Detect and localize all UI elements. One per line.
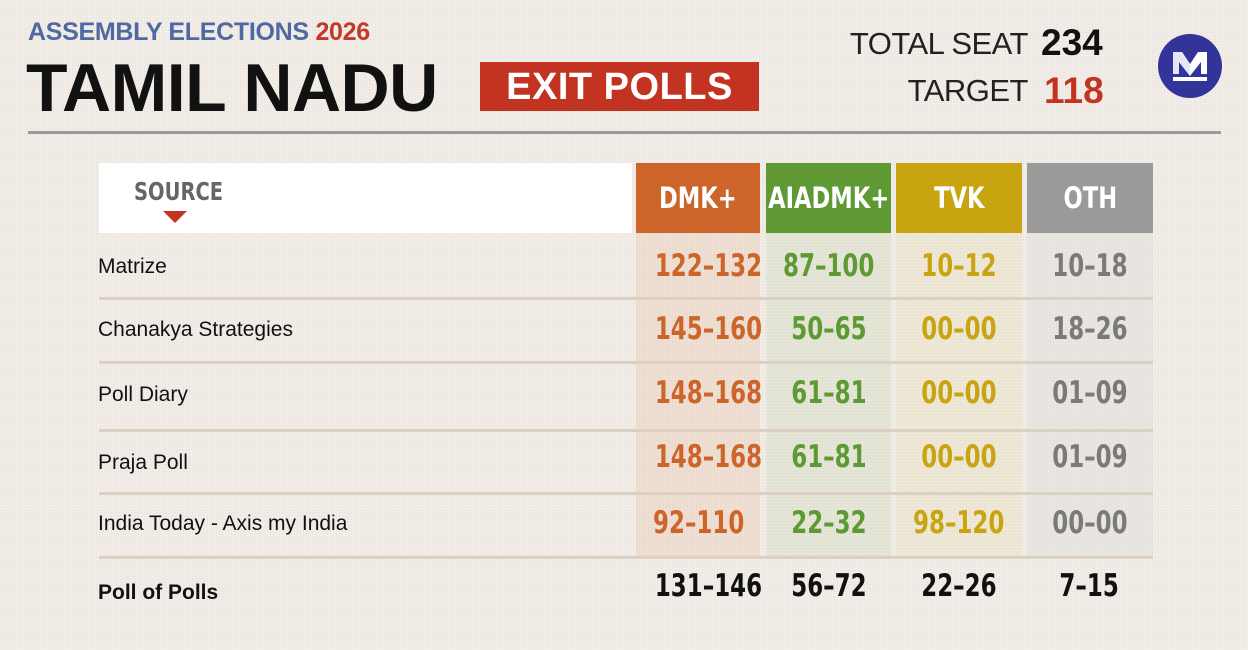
row-divider (99, 556, 1153, 559)
table-cell-aiadmk: 50–65 (766, 311, 891, 347)
row-divider (99, 492, 1153, 495)
cell-value: 148–168 (654, 375, 763, 411)
cell-value: 92–110 (652, 505, 745, 541)
target-label: TARGET (907, 73, 1029, 108)
cell-value: 98–120 (912, 505, 1005, 541)
column-header-dmk: DMK+ (636, 163, 760, 233)
column-label: DMK+ (659, 181, 737, 215)
table-cell-dmk: 148–168 (636, 439, 763, 475)
cell-value: 56–72 (790, 568, 867, 604)
manorama-m-logo-icon (1158, 34, 1222, 98)
table-cell-oth: 10–18 (1027, 248, 1152, 284)
cell-value: 22–32 (790, 505, 867, 541)
cell-value: 22–26 (920, 568, 997, 604)
subtitle: ASSEMBLY ELECTIONS 2026 (28, 18, 370, 47)
page-title: TAMIL NADU (26, 50, 438, 126)
subtitle-text: ASSEMBLY ELECTIONS (28, 18, 309, 46)
tvk-column-tint (896, 233, 1022, 557)
cell-value: 61–81 (790, 375, 867, 411)
cell-value: 61–81 (790, 439, 867, 475)
cell-value: 131–146 (654, 568, 763, 604)
subtitle-year: 2026 (315, 18, 370, 46)
cell-value: 122–132 (654, 248, 763, 284)
summary-cell-dmk: 131–146 (636, 568, 763, 604)
cell-value: 18–26 (1051, 311, 1128, 347)
cell-value: 00–00 (920, 439, 997, 475)
cell-value: 148–168 (654, 439, 763, 475)
source-name: Poll Diary (98, 383, 188, 406)
column-header-oth: OTH (1027, 163, 1153, 233)
source-name: Matrize (98, 255, 167, 278)
column-header-aiadmk: AIADMK+ (766, 163, 891, 233)
column-label: AIADMK+ (767, 181, 890, 215)
table-cell-oth: 01–09 (1027, 375, 1152, 411)
cell-value: 00–00 (920, 375, 997, 411)
table-cell-dmk: 122–132 (636, 248, 763, 284)
cell-value: 7–15 (1059, 568, 1120, 604)
cell-value: 145–160 (654, 311, 763, 347)
cell-value: 00–00 (920, 311, 997, 347)
triangle-down-icon (163, 211, 187, 223)
summary-cell-oth: 7–15 (1027, 568, 1152, 604)
poll-of-polls-label: Poll of Polls (98, 581, 219, 604)
table-cell-tvk: 10–12 (896, 248, 1021, 284)
row-divider (99, 361, 1153, 364)
source-name: Chanakya Strategies (98, 318, 293, 341)
aiadmk-column-tint (766, 233, 891, 557)
cell-value: 87–100 (782, 248, 875, 284)
target-value: 118 (1044, 70, 1104, 111)
oth-column-tint (1027, 233, 1153, 557)
table-cell-tvk: 00–00 (896, 439, 1021, 475)
table-cell-tvk: 00–00 (896, 311, 1021, 347)
cell-value: 10–18 (1051, 248, 1128, 284)
summary-cell-tvk: 22–26 (896, 568, 1021, 604)
header-divider (28, 131, 1221, 134)
exit-polls-badge: EXIT POLLS (480, 62, 759, 111)
total-seat-label: TOTAL SEAT (849, 26, 1029, 61)
column-label: OTH (1063, 181, 1117, 215)
summary-cell-aiadmk: 56–72 (766, 568, 891, 604)
table-cell-oth: 00–00 (1027, 505, 1152, 541)
row-divider (99, 297, 1153, 300)
cell-value: 50–65 (790, 311, 867, 347)
table-cell-aiadmk: 87–100 (766, 248, 891, 284)
table-cell-dmk: 148–168 (636, 375, 763, 411)
table-cell-aiadmk: 61–81 (766, 439, 891, 475)
column-header-tvk: TVK (896, 163, 1022, 233)
table-cell-aiadmk: 22–32 (766, 505, 891, 541)
source-name: Praja Poll (98, 451, 188, 474)
table-cell-aiadmk: 61–81 (766, 375, 891, 411)
table-cell-dmk: 92–110 (636, 505, 761, 541)
cell-value: 01–09 (1051, 375, 1128, 411)
source-column-header: SOURCE (99, 163, 632, 233)
cell-value: 01–09 (1051, 439, 1128, 475)
source-header-label: SOURCE (134, 177, 224, 206)
table-cell-dmk: 145–160 (636, 311, 763, 347)
table-cell-tvk: 98–120 (896, 505, 1021, 541)
column-label: TVK (933, 181, 985, 215)
cell-value: 10–12 (920, 248, 997, 284)
total-seat-value: 234 (1041, 22, 1103, 63)
table-cell-oth: 01–09 (1027, 439, 1152, 475)
row-divider (99, 429, 1153, 432)
table-cell-tvk: 00–00 (896, 375, 1021, 411)
dmk-column-tint (636, 233, 760, 557)
table-cell-oth: 18–26 (1027, 311, 1152, 347)
source-name: India Today - Axis my India (98, 512, 348, 535)
cell-value: 00–00 (1051, 505, 1128, 541)
